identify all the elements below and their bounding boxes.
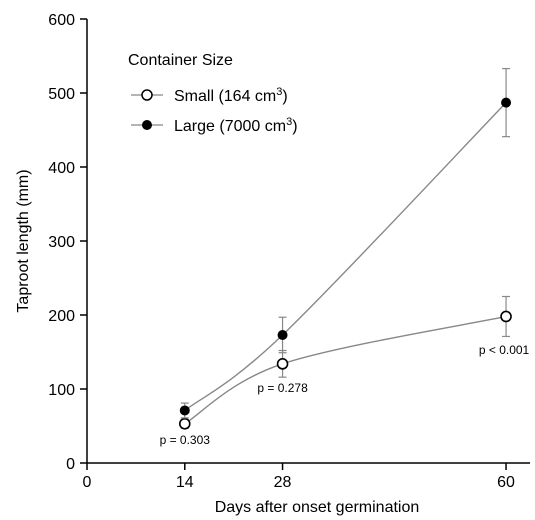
series-line <box>184 102 507 412</box>
legend-marker-filled-circle <box>142 120 152 130</box>
y-tick-label: 300 <box>48 234 75 251</box>
data-point-filled <box>179 405 190 416</box>
p-value-annotation: p < 0.001 <box>479 343 530 357</box>
series-large <box>179 67 512 419</box>
data-point-filled <box>501 97 512 108</box>
series-small <box>178 295 512 430</box>
x-tick-label: 14 <box>176 474 194 491</box>
annotation-layer: p = 0.303 p = 0.278 p < 0.001 <box>160 343 530 447</box>
y-axis-title: Taproot length (mm) <box>15 169 32 312</box>
data-point-open <box>178 417 191 430</box>
y-tick-label: 500 <box>48 86 75 103</box>
legend: Container Size Small (164 cm3) Large (70… <box>128 52 298 135</box>
data-point-filled <box>277 329 288 340</box>
series-line <box>184 315 507 425</box>
y-tick-label: 400 <box>48 160 75 177</box>
x-axis-title: Days after onset germination <box>215 499 420 516</box>
x-tick-label: 28 <box>274 474 292 491</box>
legend-marker-open-circle <box>141 89 153 101</box>
y-tick-label: 600 <box>48 12 75 29</box>
axes <box>86 19 530 464</box>
data-point-open <box>500 310 512 323</box>
y-tick-label: 200 <box>48 308 75 325</box>
legend-title: Container Size <box>128 52 233 69</box>
legend-label-large: Large (7000 cm3) <box>174 116 298 135</box>
x-axis-ticks: 0 14 28 60 <box>83 463 515 491</box>
data-point-open <box>276 358 289 370</box>
p-value-annotation: p = 0.278 <box>257 381 308 395</box>
legend-item-small: Small (164 cm3) <box>131 86 288 105</box>
y-tick-label: 0 <box>66 456 75 473</box>
legend-item-large: Large (7000 cm3) <box>131 116 298 135</box>
y-tick-label: 100 <box>48 382 75 399</box>
legend-label-small: Small (164 cm3) <box>174 86 288 105</box>
series-layer <box>178 67 512 430</box>
y-axis-ticks: 0 100 200 300 400 500 600 <box>48 12 87 473</box>
x-tick-label: 60 <box>497 474 515 491</box>
p-value-annotation: p = 0.303 <box>160 433 211 447</box>
x-tick-label: 0 <box>83 474 92 491</box>
